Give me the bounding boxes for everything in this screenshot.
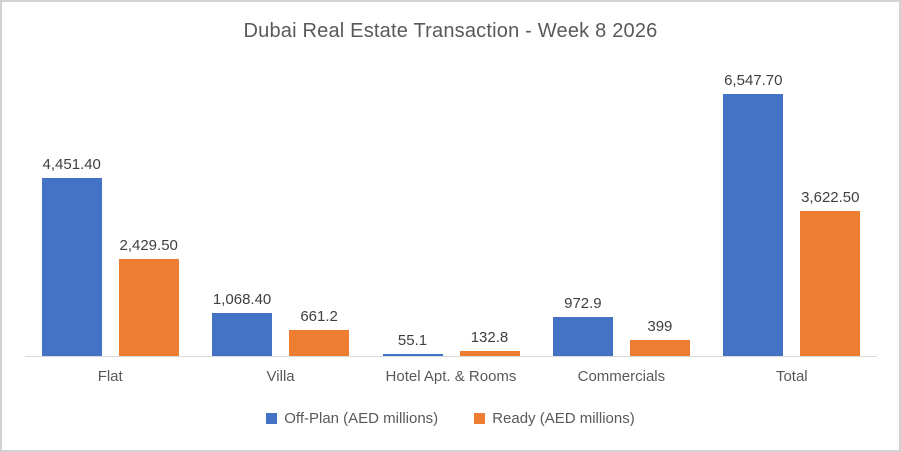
bar-ready-commercials[interactable] <box>629 340 690 356</box>
data-label-ready-hotel-apt-rooms: 132.8 <box>470 329 509 346</box>
chart-title: Dubai Real Estate Transaction - Week 8 2… <box>243 20 658 42</box>
bar-off-plan-total[interactable] <box>723 94 784 356</box>
legend-entry-off-plan[interactable]: Off-Plan (AED millions) <box>266 410 438 427</box>
bar-ready-flat[interactable] <box>118 259 179 356</box>
x-axis-line <box>25 356 877 357</box>
bar-ready-hotel-apt-rooms[interactable] <box>459 351 520 356</box>
plot-area: 4,451.40 2,429.50 Flat 1,068.40 661.2 Villa 55… <box>25 72 877 385</box>
data-label-off-plan-flat: 4,451.40 <box>42 156 101 173</box>
category-label-total: Total <box>775 368 808 385</box>
data-label-ready-flat: 2,429.50 <box>119 237 178 254</box>
bar-off-plan-villa[interactable] <box>212 313 273 356</box>
bar-off-plan-hotel-apt-rooms[interactable] <box>382 354 443 356</box>
legend-label-off-plan: Off-Plan (AED millions) <box>284 410 439 427</box>
data-label-off-plan-hotel-apt-rooms: 55.1 <box>397 332 428 349</box>
legend-entry-ready[interactable]: Ready (AED millions) <box>474 410 635 427</box>
data-label-off-plan-commercials: 972.9 <box>564 295 602 312</box>
bar-off-plan-commercials[interactable] <box>552 317 613 356</box>
bar-ready-total[interactable] <box>800 211 861 356</box>
data-label-off-plan-total: 6,547.70 <box>724 72 783 89</box>
legend: Off-Plan (AED millions) Ready (AED milli… <box>2 410 899 427</box>
data-label-ready-commercials: 399 <box>647 318 673 335</box>
bar-off-plan-flat[interactable] <box>41 178 102 356</box>
ready-swatch-icon <box>474 413 486 424</box>
legend-label-ready: Ready (AED millions) <box>492 410 635 427</box>
category-label-flat: Flat <box>97 368 123 385</box>
category-label-hotel-apt-rooms: Hotel Apt. & Rooms <box>385 368 517 385</box>
off-plan-swatch-icon <box>266 413 278 424</box>
data-label-ready-villa: 661.2 <box>300 308 338 325</box>
data-label-ready-total: 3,622.50 <box>801 189 860 206</box>
data-label-off-plan-villa: 1,068.40 <box>212 291 272 308</box>
bar-ready-villa[interactable] <box>289 330 350 356</box>
category-label-villa: Villa <box>266 368 295 385</box>
category-label-commercials: Commercials <box>577 368 666 385</box>
